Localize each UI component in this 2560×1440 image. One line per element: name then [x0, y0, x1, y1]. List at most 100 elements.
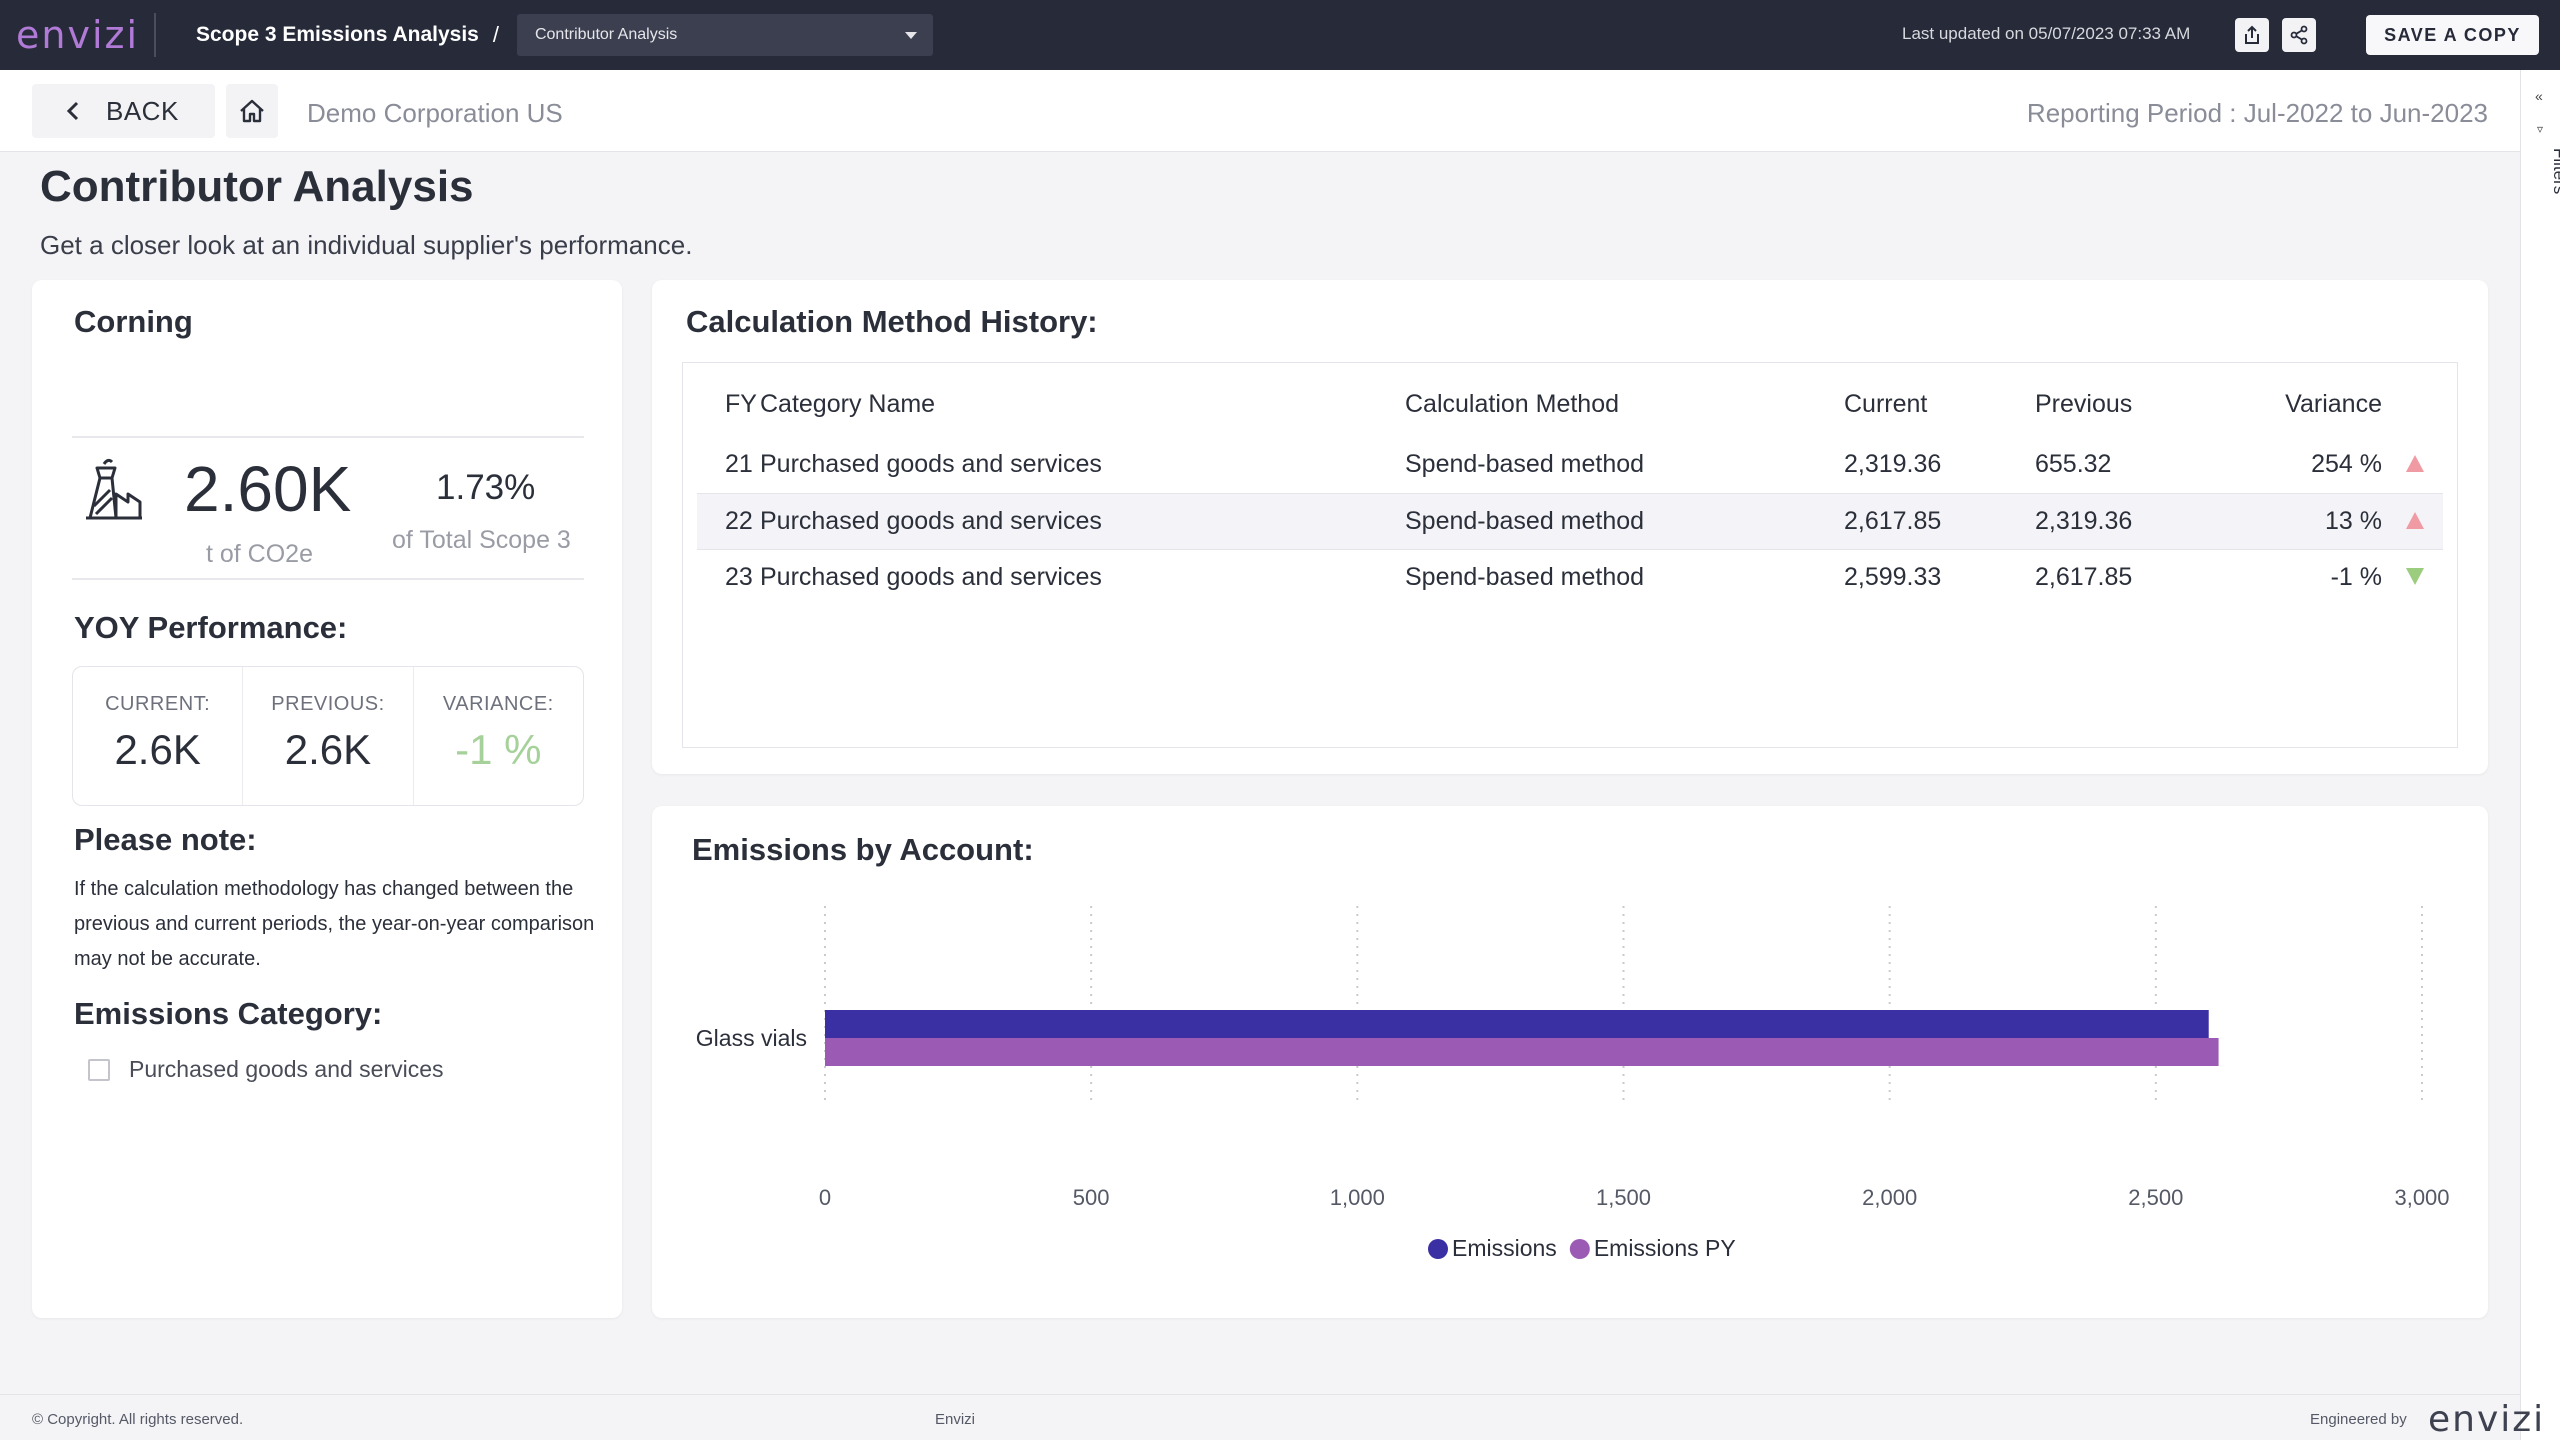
engineered-by: Engineered by — [2310, 1411, 2407, 1428]
divider — [72, 436, 584, 438]
column-header-current[interactable]: Current — [1844, 389, 1928, 418]
calc-history-table-frame: FY Category Name Calculation Method Curr… — [682, 362, 2458, 748]
yoy-current: CURRENT: 2.6K — [73, 667, 242, 805]
share-button[interactable] — [2282, 18, 2316, 52]
cell-category: Purchased goods and services — [760, 548, 1405, 605]
cell-trend — [2382, 548, 2443, 605]
chart-title: Emissions by Account: — [692, 832, 1034, 867]
bar-emissions-py[interactable] — [825, 1038, 2219, 1066]
cell-method: Spend-based method — [1405, 492, 1844, 549]
category-checkbox-item[interactable]: Purchased goods and services — [88, 1056, 444, 1083]
cell-current: 2,599.33 — [1844, 548, 2035, 605]
chevron-down-icon — [904, 31, 917, 39]
scope3-share-label: of Total Scope 3 — [392, 526, 571, 554]
table-row[interactable]: 21 Purchased goods and services Spend-ba… — [697, 437, 2443, 493]
cell-fy: 21 — [725, 450, 753, 479]
column-header-method[interactable]: Calculation Method — [1405, 389, 1620, 418]
total-emissions-value: 2.60K — [184, 453, 352, 525]
legend-marker — [1428, 1239, 1448, 1259]
note-title: Please note: — [74, 822, 257, 857]
last-updated: Last updated on 05/07/2023 07:33 AM — [1902, 24, 2191, 43]
cell-variance: 13 % — [2235, 492, 2382, 549]
back-label: BACK — [106, 95, 179, 126]
organization-name: Demo Corporation US — [307, 98, 563, 128]
share-icon — [2290, 25, 2308, 45]
cell-fy: 23 — [697, 548, 760, 605]
yoy-label: PREVIOUS: — [271, 693, 385, 715]
save-copy-button[interactable]: SAVE A COPY — [2366, 15, 2539, 55]
filter-icon: ▿ — [2537, 122, 2544, 136]
breadcrumb-separator: / — [492, 22, 499, 47]
x-tick-label: 1,500 — [1596, 1185, 1651, 1210]
triangle-down-icon — [2406, 567, 2424, 585]
cell-category: Purchased goods and services — [760, 492, 1405, 549]
yoy-performance: CURRENT: 2.6K PREVIOUS: 2.6K VARIANCE: -… — [72, 666, 584, 806]
table-row[interactable]: 23 Purchased goods and services Spend-ba… — [697, 548, 2443, 605]
cell-previous: 655.32 — [2035, 450, 2112, 479]
cell-variance: -1 % — [2235, 548, 2382, 605]
cell-current: 2,617.85 — [1844, 492, 2035, 549]
back-button[interactable]: BACK — [32, 84, 215, 138]
checkbox[interactable] — [88, 1058, 110, 1081]
category-label: Purchased goods and services — [129, 1056, 444, 1082]
bar-emissions[interactable] — [825, 1010, 2209, 1038]
footer: © Copyright. All rights reserved. Envizi… — [0, 1394, 2543, 1440]
page-subtitle: Get a closer look at an individual suppl… — [40, 230, 693, 260]
yoy-variance: VARIANCE: -1 % — [412, 667, 583, 805]
yoy-title: YOY Performance: — [74, 610, 348, 645]
cell-category: Purchased goods and services — [760, 450, 1102, 479]
yoy-value: 2.6K — [284, 726, 372, 773]
category-label: Glass vials — [696, 1025, 807, 1051]
page-title: Contributor Analysis — [40, 162, 474, 211]
collapse-icon[interactable]: « — [2535, 88, 2543, 104]
column-header-variance[interactable]: Variance — [2285, 389, 2382, 418]
table-header-row: FY Category Name Calculation Method Curr… — [697, 371, 2443, 437]
copyright: © Copyright. All rights reserved. — [32, 1411, 244, 1428]
calc-history-table: FY Category Name Calculation Method Curr… — [697, 371, 2443, 605]
filters-label[interactable]: Filters — [2550, 148, 2560, 195]
yoy-label: VARIANCE: — [442, 693, 554, 715]
breadcrumb-report[interactable]: Scope 3 Emissions Analysis — [196, 23, 479, 46]
x-tick-label: 500 — [1073, 1185, 1110, 1210]
x-tick-label: 0 — [819, 1185, 831, 1210]
cell-trend — [2382, 492, 2443, 549]
yoy-label: CURRENT: — [105, 693, 211, 715]
category-title: Emissions Category: — [74, 996, 383, 1031]
page-select[interactable]: Contributor Analysis — [516, 14, 933, 56]
legend-marker — [1569, 1239, 1590, 1259]
reporting-period: Reporting Period : Jul-2022 to Jun-2023 — [2026, 98, 2488, 128]
column-header-trend — [2382, 371, 2443, 437]
home-icon — [240, 99, 264, 123]
envizi-logo[interactable]: envizi — [16, 13, 140, 57]
yoy-value: 2.6K — [114, 726, 201, 773]
emissions-bar-chart: 0 500 1,000 1,500 2,000 2,500 3,000 Glass vials… — [696, 906, 2450, 1261]
column-header-category[interactable]: Category Name — [760, 389, 936, 418]
table-row[interactable]: 22 Purchased goods and services Spend-ba… — [697, 492, 2443, 549]
triangle-up-icon — [2406, 455, 2424, 473]
cell-current: 2,319.36 — [1844, 450, 1942, 479]
x-tick-label: 2,000 — [1862, 1185, 1917, 1210]
triangle-up-icon — [2406, 511, 2424, 529]
cell-previous: 2,319.36 — [2035, 492, 2235, 549]
cell-trend — [2382, 437, 2443, 493]
column-header-fy[interactable]: FY — [725, 389, 757, 418]
cell-method: Spend-based method — [1405, 548, 1844, 605]
note-text: If the calculation methodology has chang… — [74, 878, 595, 970]
chevron-left-icon — [66, 100, 80, 122]
legend-label: Emissions — [1452, 1235, 1557, 1261]
page-select-value: Contributor Analysis — [534, 26, 678, 43]
yoy-value: -1 % — [455, 726, 542, 773]
top-bar: envizi Scope 3 Emissions Analysis / Cont… — [0, 0, 2560, 70]
home-button[interactable] — [226, 84, 278, 138]
column-header-previous[interactable]: Previous — [2035, 389, 2133, 418]
export-button[interactable] — [2235, 18, 2269, 52]
calc-history-title: Calculation Method History: — [686, 304, 1098, 339]
calc-history-card: Calculation Method History: FY Category … — [652, 280, 2488, 774]
cell-previous: 2,617.85 — [2035, 548, 2235, 605]
filters-pane[interactable]: « ▿ Filters — [2520, 70, 2560, 1440]
total-emissions-unit: t of CO2e — [206, 540, 313, 568]
cell-method: Spend-based method — [1405, 450, 1645, 479]
x-tick-label: 1,000 — [1330, 1185, 1385, 1210]
export-icon — [2245, 25, 2259, 44]
cell-fy: 22 — [697, 492, 760, 549]
